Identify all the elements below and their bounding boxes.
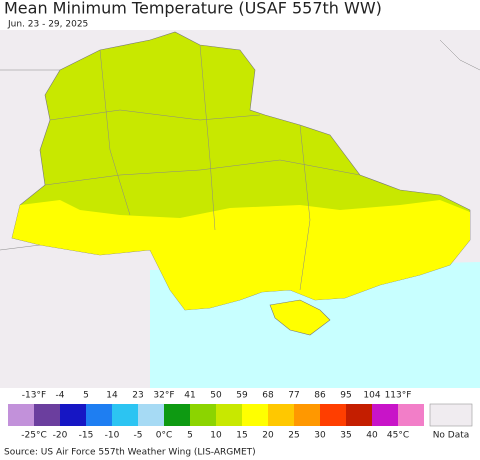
legend-swatch (320, 404, 346, 426)
legend-swatch (294, 404, 320, 426)
fahrenheit-label: 68 (262, 391, 274, 401)
source: Source: US Air Force 557th Weather Wing … (4, 448, 256, 458)
fahrenheit-label: 86 (314, 391, 326, 401)
subtitle: Jun. 23 - 29, 2025 (7, 20, 88, 30)
celsius-label: -10 (105, 431, 120, 441)
fahrenheit-label: 5 (83, 391, 89, 401)
celsius-label: 5 (187, 431, 193, 441)
legend-swatch (60, 404, 86, 426)
fahrenheit-label: 50 (210, 391, 222, 401)
celsius-label: 10 (210, 431, 222, 441)
legend-swatch (268, 404, 294, 426)
legend-swatch (8, 404, 34, 426)
fahrenheit-label: 23 (132, 391, 143, 401)
legend-swatch (398, 404, 424, 426)
fahrenheit-label: 32°F (153, 391, 174, 401)
celsius-label: 25 (288, 431, 299, 441)
fahrenheit-label: 95 (340, 391, 351, 401)
legend-swatch (190, 404, 216, 426)
borders (0, 39, 480, 291)
celsius-label: 30 (314, 431, 326, 441)
fahrenheit-label: 14 (106, 391, 118, 401)
legend: -13°F -4 5 14 23 32°F 41 50 59 68 77 86 95 104 113°F -2… (8, 391, 473, 441)
legend-swatch (138, 404, 164, 426)
fahrenheit-label: 59 (236, 391, 248, 401)
fahrenheit-label: 113°F (385, 391, 412, 401)
celsius-label: 20 (262, 431, 274, 441)
legend-swatch (216, 404, 242, 426)
celsius-label: 45°C (387, 431, 409, 441)
celsius-label: 0°C (156, 431, 173, 441)
region-yellow (12, 200, 470, 310)
legend-swatch (112, 404, 138, 426)
no-data-swatch (429, 403, 473, 427)
map (0, 30, 480, 388)
legend-swatch (164, 404, 190, 426)
celsius-label: -5 (134, 431, 143, 441)
celsius-label: 40 (366, 431, 378, 441)
title: Mean Minimum Temperature (USAF 557th WW) (4, 0, 382, 18)
fahrenheit-label: -13°F (22, 391, 46, 401)
fahrenheit-label: 41 (184, 391, 195, 401)
celsius-label: -20 (53, 431, 68, 441)
legend-swatch (86, 404, 112, 426)
legend-swatch (242, 404, 268, 426)
fahrenheit-label: -4 (56, 391, 65, 401)
celsius-label: -15 (79, 431, 94, 441)
legend-swatch (34, 404, 60, 426)
legend-swatch (372, 404, 398, 426)
no-data-label: No Data (433, 431, 470, 441)
celsius-label: 35 (340, 431, 351, 441)
legend-swatch (346, 404, 372, 426)
celsius-label: 15 (236, 431, 247, 441)
celsius-label: -25°C (21, 431, 46, 441)
fahrenheit-label: 77 (288, 391, 299, 401)
crimea (269, 299, 331, 336)
fahrenheit-label: 104 (363, 391, 380, 401)
